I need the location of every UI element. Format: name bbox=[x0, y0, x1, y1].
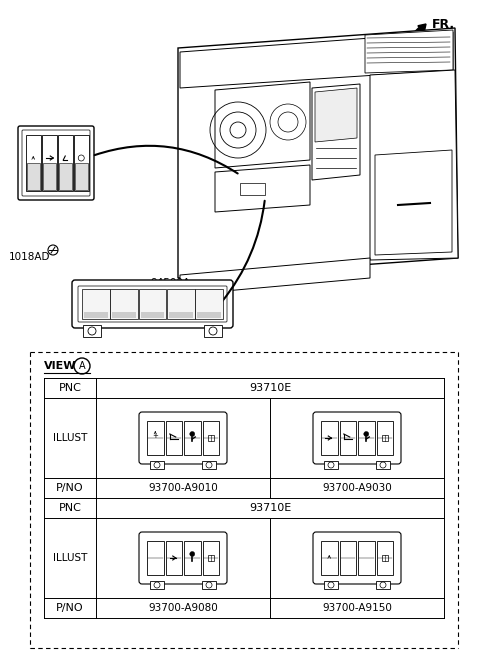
Polygon shape bbox=[215, 165, 310, 212]
Bar bbox=[59, 163, 72, 190]
Text: 1018AD: 1018AD bbox=[9, 252, 51, 262]
Bar bbox=[147, 421, 164, 455]
Bar bbox=[376, 421, 393, 455]
Bar bbox=[324, 581, 338, 589]
Circle shape bbox=[328, 582, 334, 588]
Bar bbox=[324, 461, 338, 469]
Polygon shape bbox=[375, 150, 452, 255]
Bar bbox=[339, 541, 356, 575]
Bar bbox=[339, 421, 356, 455]
Bar bbox=[240, 183, 265, 195]
Bar bbox=[26, 135, 40, 191]
Polygon shape bbox=[365, 30, 453, 73]
Text: 93700-A9080: 93700-A9080 bbox=[148, 603, 218, 613]
Text: P/NO: P/NO bbox=[56, 603, 84, 613]
Bar bbox=[203, 541, 219, 575]
Bar bbox=[150, 581, 164, 589]
FancyBboxPatch shape bbox=[313, 532, 401, 584]
Bar bbox=[321, 541, 337, 575]
FancyBboxPatch shape bbox=[18, 126, 94, 200]
FancyBboxPatch shape bbox=[139, 412, 227, 464]
Polygon shape bbox=[215, 82, 310, 168]
Bar bbox=[167, 289, 195, 319]
Bar bbox=[84, 312, 108, 318]
Bar bbox=[184, 421, 201, 455]
Bar bbox=[202, 461, 216, 469]
Circle shape bbox=[206, 462, 212, 468]
Bar bbox=[376, 541, 393, 575]
Text: VIEW: VIEW bbox=[44, 361, 76, 371]
Text: PNC: PNC bbox=[59, 383, 82, 393]
Bar bbox=[42, 135, 57, 191]
Bar bbox=[147, 541, 164, 575]
Circle shape bbox=[154, 462, 160, 468]
Circle shape bbox=[380, 582, 386, 588]
Text: 93700-A9010: 93700-A9010 bbox=[148, 483, 218, 493]
Circle shape bbox=[88, 327, 96, 335]
Text: 93710E: 93710E bbox=[249, 503, 291, 513]
Circle shape bbox=[190, 432, 195, 436]
Circle shape bbox=[190, 552, 195, 556]
Bar bbox=[202, 581, 216, 589]
Polygon shape bbox=[370, 70, 458, 260]
Bar bbox=[203, 421, 219, 455]
Bar bbox=[208, 435, 214, 441]
Circle shape bbox=[380, 462, 386, 468]
Text: ILLUST: ILLUST bbox=[53, 433, 87, 443]
Bar bbox=[358, 421, 374, 455]
Bar bbox=[139, 289, 167, 319]
Bar bbox=[166, 421, 182, 455]
FancyBboxPatch shape bbox=[72, 280, 233, 328]
Text: 94500A: 94500A bbox=[150, 278, 190, 288]
Bar bbox=[376, 581, 390, 589]
Circle shape bbox=[328, 462, 334, 468]
Bar bbox=[358, 541, 374, 575]
Text: P/NO: P/NO bbox=[56, 483, 84, 493]
Bar bbox=[169, 312, 192, 318]
Circle shape bbox=[154, 582, 160, 588]
Bar bbox=[43, 163, 56, 190]
Text: A: A bbox=[79, 361, 85, 371]
Polygon shape bbox=[178, 28, 458, 278]
Bar bbox=[112, 312, 136, 318]
Bar bbox=[184, 541, 201, 575]
Circle shape bbox=[209, 327, 217, 335]
Bar bbox=[321, 421, 337, 455]
Bar bbox=[382, 435, 388, 441]
Text: 93700-A9030: 93700-A9030 bbox=[322, 483, 392, 493]
Bar bbox=[195, 289, 223, 319]
FancyBboxPatch shape bbox=[313, 412, 401, 464]
Bar bbox=[83, 325, 101, 337]
Bar bbox=[27, 163, 39, 190]
Text: PNC: PNC bbox=[59, 503, 82, 513]
Circle shape bbox=[206, 582, 212, 588]
Text: 93710E: 93710E bbox=[36, 130, 76, 140]
Bar bbox=[141, 312, 164, 318]
Bar bbox=[110, 289, 138, 319]
Text: ILLUST: ILLUST bbox=[53, 553, 87, 563]
Bar bbox=[58, 135, 72, 191]
FancyBboxPatch shape bbox=[139, 532, 227, 584]
Polygon shape bbox=[312, 84, 360, 180]
Bar bbox=[376, 461, 390, 469]
Bar bbox=[150, 461, 164, 469]
Bar bbox=[166, 541, 182, 575]
Polygon shape bbox=[180, 258, 370, 295]
Text: FR.: FR. bbox=[432, 18, 455, 31]
Bar bbox=[74, 135, 88, 191]
Bar bbox=[204, 325, 222, 337]
Text: 93700-A9150: 93700-A9150 bbox=[322, 603, 392, 613]
Bar bbox=[382, 555, 388, 561]
Circle shape bbox=[364, 432, 369, 436]
Polygon shape bbox=[180, 32, 453, 88]
Bar bbox=[197, 312, 221, 318]
Bar bbox=[208, 555, 214, 561]
Text: +: + bbox=[152, 433, 158, 439]
Bar bbox=[75, 163, 87, 190]
Text: 93710E: 93710E bbox=[249, 383, 291, 393]
Polygon shape bbox=[315, 88, 357, 142]
FancyArrow shape bbox=[406, 24, 426, 44]
Bar bbox=[82, 289, 110, 319]
